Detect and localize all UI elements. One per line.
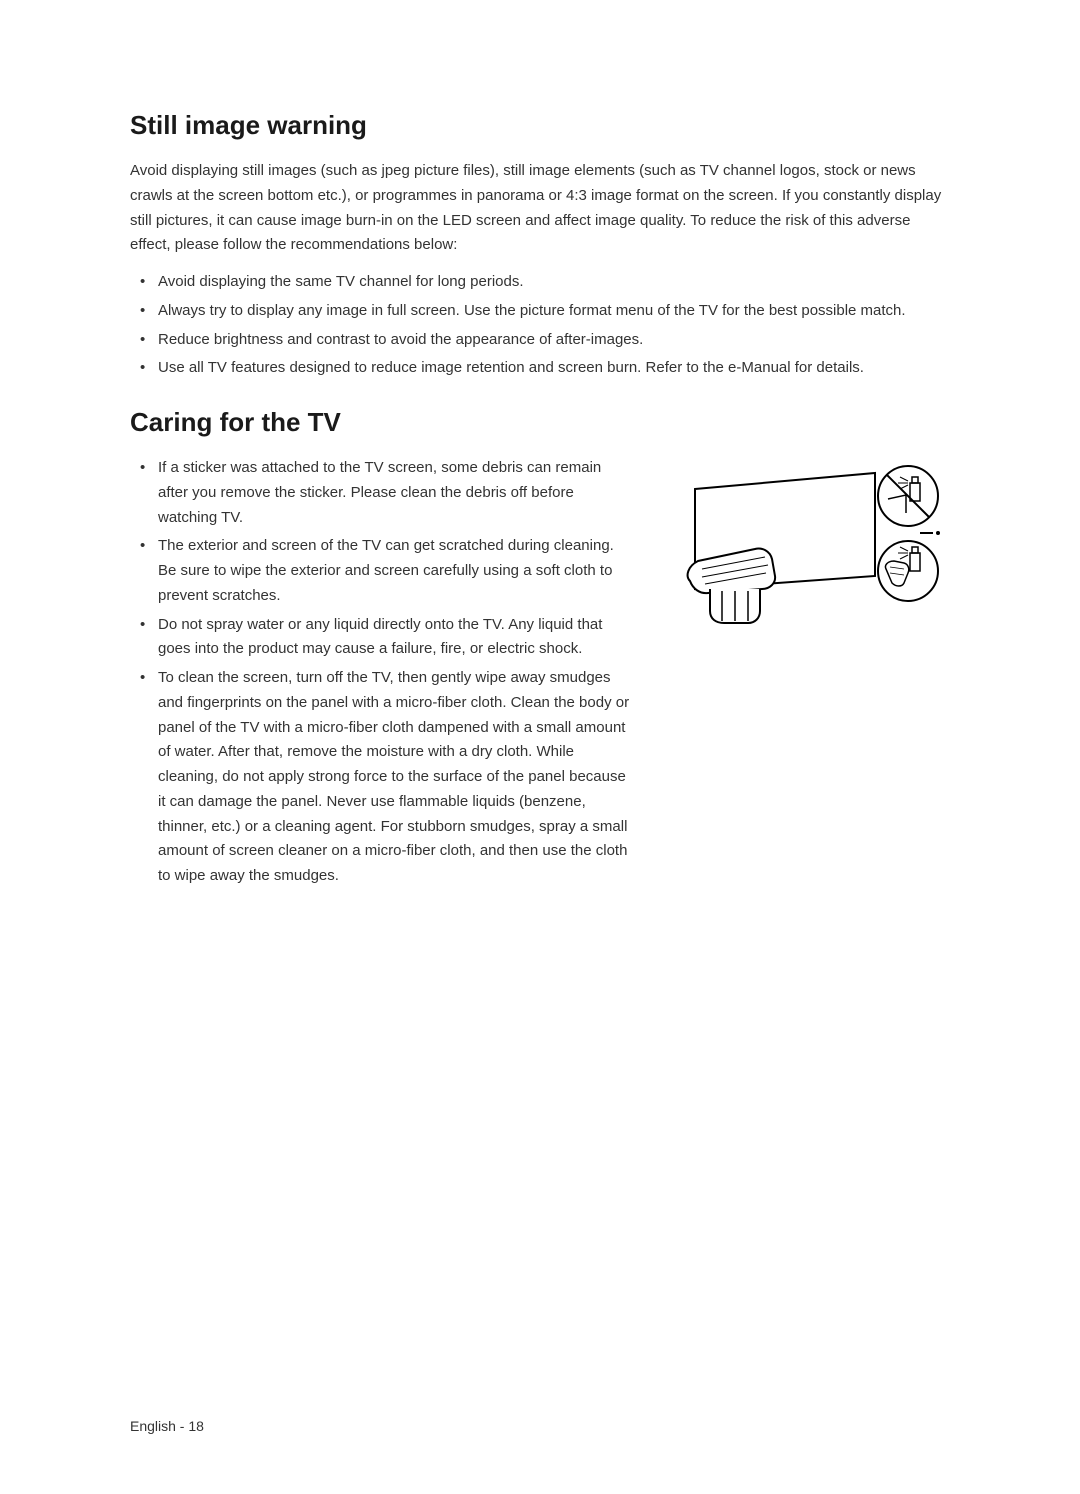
warning-bullet-list: Avoid displaying the same TV channel for… [130,270,950,381]
intro-paragraph: Avoid displaying still images (such as j… [130,159,950,258]
still-image-warning-section: Still image warning Avoid displaying sti… [130,110,950,381]
list-item: To clean the screen, turn off the TV, th… [158,666,630,889]
caring-bullet-list: If a sticker was attached to the TV scre… [130,456,630,889]
caring-text-column: If a sticker was attached to the TV scre… [130,456,630,915]
list-item: Reduce brightness and contrast to avoid … [158,328,950,353]
section-heading: Still image warning [130,110,950,141]
tv-cleaning-illustration [660,461,950,646]
section-heading: Caring for the TV [130,407,950,438]
list-item: Avoid displaying the same TV channel for… [158,270,950,295]
page-footer: English - 18 [130,1418,204,1434]
caring-for-tv-section: Caring for the TV If a sticker was attac… [130,407,950,915]
caring-content-row: If a sticker was attached to the TV scre… [130,456,950,915]
list-item: Always try to display any image in full … [158,299,950,324]
list-item: Use all TV features designed to reduce i… [158,356,950,381]
list-item: If a sticker was attached to the TV scre… [158,456,630,530]
list-item: Do not spray water or any liquid directl… [158,613,630,663]
cleaning-diagram-icon [660,461,950,641]
list-item: The exterior and screen of the TV can ge… [158,534,630,608]
footer-text: English - 18 [130,1418,204,1434]
